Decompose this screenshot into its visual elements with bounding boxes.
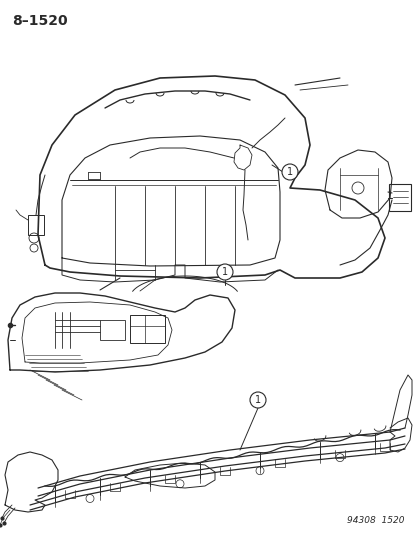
Text: 1: 1: [221, 267, 228, 277]
Text: 8–1520: 8–1520: [12, 14, 67, 28]
Circle shape: [281, 164, 297, 180]
Bar: [28, 215, 44, 235]
Circle shape: [216, 264, 233, 280]
Text: 1: 1: [254, 395, 261, 405]
Text: 94308  1520: 94308 1520: [347, 516, 404, 525]
Bar: [100, 320, 125, 340]
Bar: [130, 315, 165, 343]
Text: 1: 1: [286, 167, 292, 177]
Circle shape: [249, 392, 266, 408]
